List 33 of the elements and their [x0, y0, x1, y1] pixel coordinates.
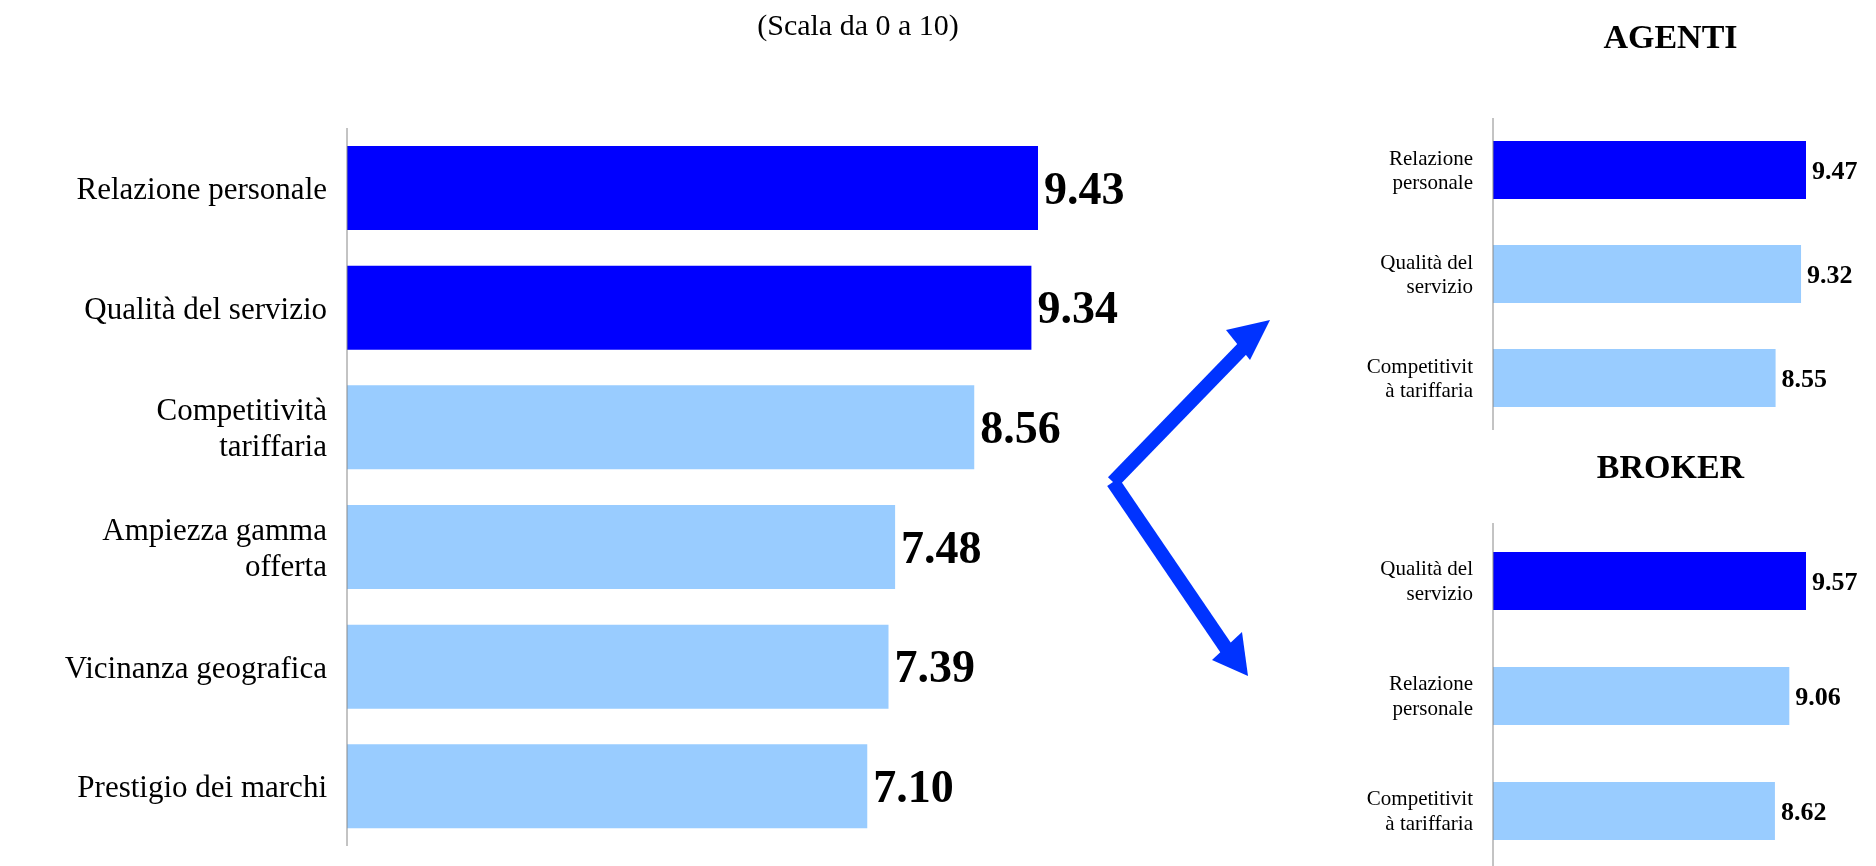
y-tick-label: Qualità del servizio	[84, 290, 327, 325]
y-tick-label: Relazione personale	[76, 170, 327, 206]
chart-title: AGENTI	[1602, 18, 1739, 56]
bar	[347, 385, 975, 470]
data-label: 8.62	[1780, 796, 1827, 826]
data-label: 7.48	[901, 521, 982, 573]
data-label: 7.10	[873, 760, 954, 812]
data-label: 8.55	[1781, 363, 1828, 393]
data-label: 9.34	[1037, 282, 1118, 334]
data-label: 9.32	[1807, 259, 1853, 289]
y-tick-label: Competitivit à tariffaria	[1366, 353, 1474, 403]
bar	[347, 505, 896, 589]
y-tick-label: Competitività tariffaria	[156, 391, 328, 463]
data-label: 9.06	[1795, 681, 1841, 711]
y-tick-label: Vicinanza geografica	[64, 649, 328, 684]
y-tick-label: Ampiezza gamma offerta	[102, 511, 328, 583]
y-tick-label: Relazione personale	[1389, 671, 1473, 720]
data-label: 8.56	[980, 401, 1061, 453]
y-tick-label: Relazione personale	[1389, 145, 1473, 195]
data-label: 9.47	[1812, 155, 1858, 185]
bar	[347, 265, 1032, 350]
data-label: 9.57	[1812, 566, 1858, 596]
data-label: 9.43	[1044, 162, 1125, 214]
y-tick-label: Competitivit à tariffaria	[1366, 786, 1474, 835]
chart-title: BROKER	[1595, 448, 1746, 486]
bar	[347, 624, 889, 709]
bar	[347, 146, 1038, 230]
chart-title: (Scala da 0 a 10)	[757, 8, 959, 41]
y-tick-label: Prestigio dei marchi	[77, 768, 328, 804]
y-tick-label: Qualità del servizio	[1380, 249, 1474, 299]
data-label: 7.39	[894, 641, 976, 693]
y-tick-label: Qualità del servizio	[1380, 556, 1474, 605]
bar	[347, 744, 868, 829]
